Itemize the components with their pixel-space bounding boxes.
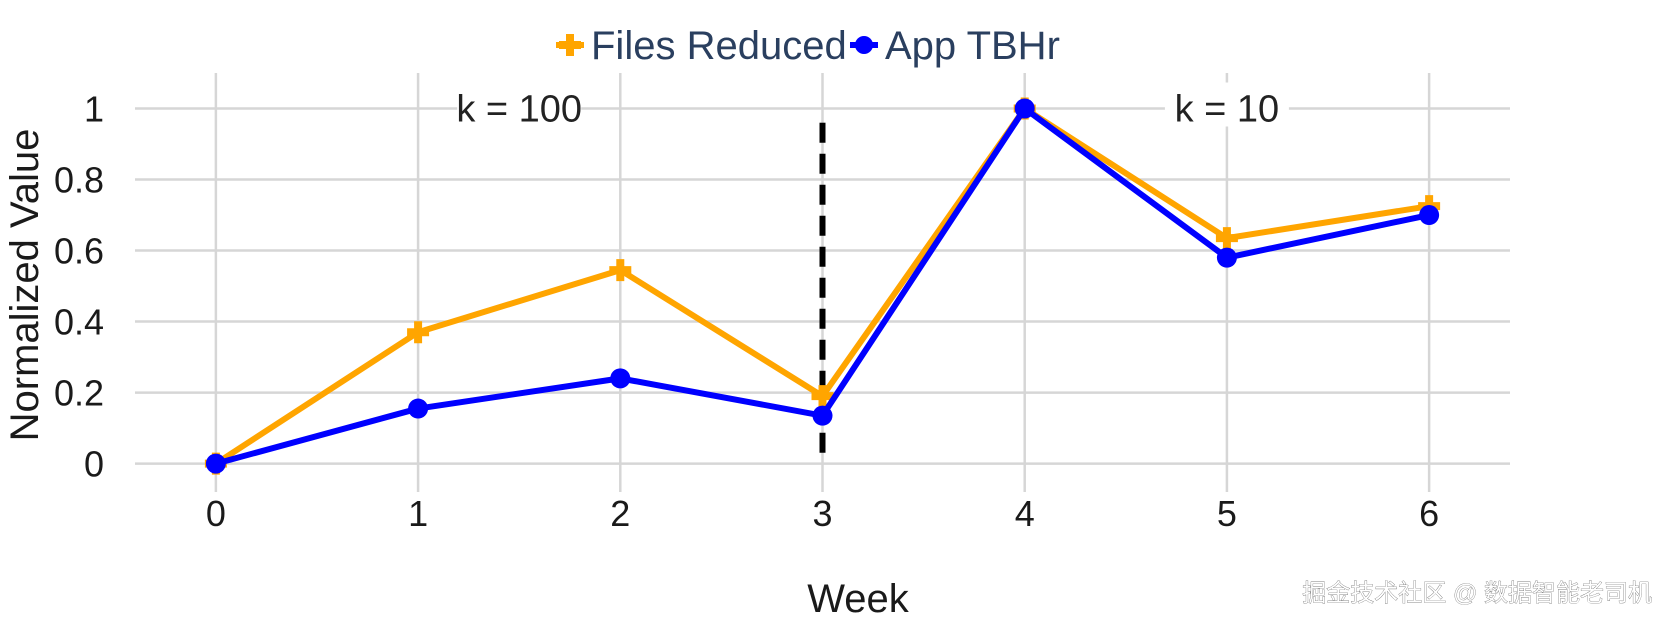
y-tick-label: 0.2 bbox=[54, 373, 104, 414]
y-tick-label: 0.4 bbox=[54, 302, 104, 343]
annotations: k = 100 k = 10 bbox=[456, 82, 1289, 131]
y-tick-label: 0.8 bbox=[54, 160, 104, 201]
circle-marker bbox=[205, 453, 226, 474]
x-tick-label: 4 bbox=[1015, 493, 1035, 534]
annotation-background bbox=[1164, 82, 1289, 127]
series-group bbox=[204, 97, 1441, 475]
series-app-tbhr bbox=[205, 98, 1440, 474]
x-tick-label: 2 bbox=[610, 493, 630, 534]
x-tick-label: 6 bbox=[1419, 493, 1439, 534]
x-tick-label: 0 bbox=[206, 493, 226, 534]
cross-marker bbox=[811, 385, 834, 408]
legend-item[interactable]: Files Reduced bbox=[556, 24, 847, 68]
legend-item[interactable]: App TBHr bbox=[850, 24, 1060, 68]
x-tick-label: 3 bbox=[812, 493, 832, 534]
watermark: 掘金技术社区 @ 数据智能老司机 bbox=[1302, 580, 1652, 607]
circle-marker bbox=[408, 398, 429, 419]
annotation-background bbox=[457, 82, 582, 127]
x-axis-title: Week bbox=[807, 577, 910, 621]
y-tick-label: 1 bbox=[84, 89, 104, 130]
x-tick-label: 1 bbox=[408, 493, 428, 534]
cross-marker bbox=[407, 321, 430, 344]
circle-marker bbox=[1216, 247, 1237, 268]
legend[interactable]: Files Reduced App TBHr bbox=[556, 24, 1060, 68]
circle-marker bbox=[1419, 205, 1440, 226]
legend-circle-marker bbox=[855, 36, 873, 54]
annotation-label: k = 10 bbox=[1175, 89, 1280, 131]
cross-marker bbox=[1215, 227, 1238, 250]
circle-marker bbox=[610, 368, 631, 389]
x-tick-label: 5 bbox=[1217, 493, 1237, 534]
circle-marker bbox=[812, 405, 833, 426]
annotation-label: k = 100 bbox=[456, 89, 582, 131]
circle-marker bbox=[1014, 98, 1035, 119]
legend-label: Files Reduced bbox=[591, 24, 847, 68]
y-tick-label: 0 bbox=[84, 444, 104, 485]
cross-marker bbox=[609, 259, 632, 282]
tick-labels: 0 1 2 3 4 5 6 0 0.2 0.4 0.6 0.8 1 bbox=[54, 89, 1439, 534]
legend-cross-marker bbox=[559, 34, 581, 56]
y-tick-label: 0.6 bbox=[54, 231, 104, 272]
y-axis-title: Normalized Value bbox=[3, 129, 47, 442]
legend-label: App TBHr bbox=[885, 24, 1060, 68]
